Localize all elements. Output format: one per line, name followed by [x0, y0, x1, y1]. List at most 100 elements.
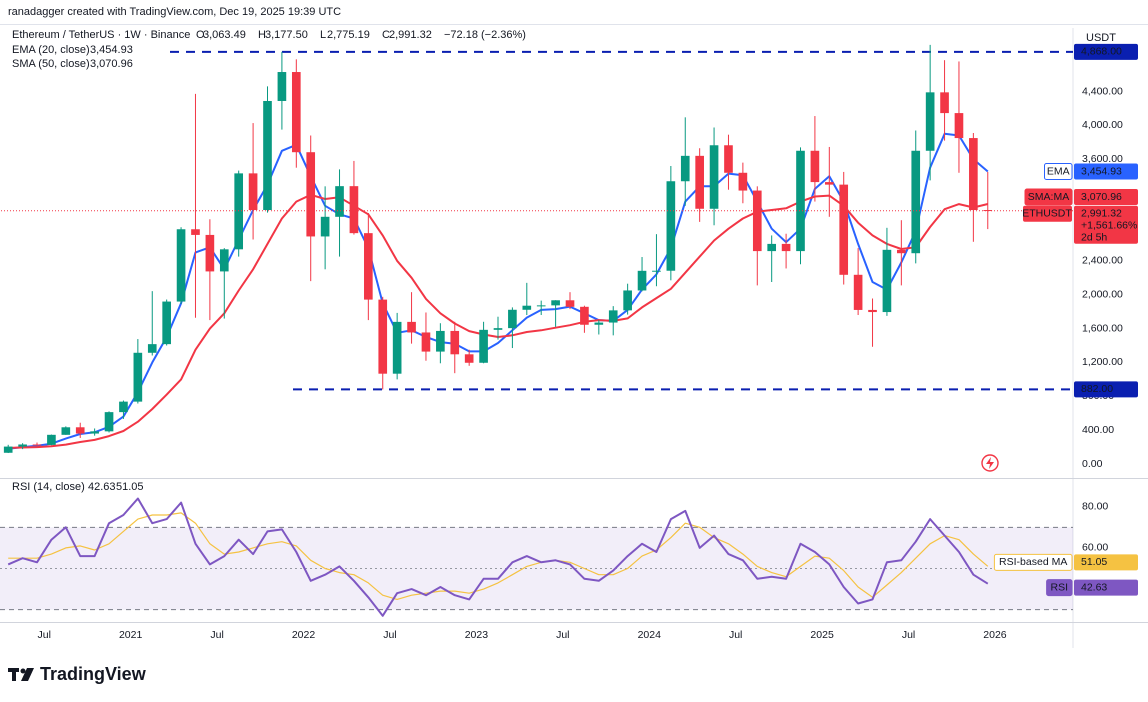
x-tick-label: Jul	[902, 629, 915, 641]
candle-body	[724, 145, 733, 173]
candle-body	[882, 249, 892, 313]
candle-body	[205, 234, 215, 272]
y-tick-label: 400.00	[1082, 424, 1114, 436]
candle-body	[320, 216, 330, 237]
candle-body	[752, 190, 762, 252]
candle-body	[666, 181, 676, 271]
rsi-tag-value-box	[1074, 554, 1138, 571]
alert-icon	[981, 454, 999, 472]
candle-body	[277, 72, 287, 101]
x-tick-label: 2026	[983, 629, 1007, 641]
rsi-legend-value: 51.05	[116, 481, 144, 493]
rsi-tag-value-box	[1074, 579, 1138, 596]
candle-body	[392, 321, 402, 374]
price-tag-price_label: 2,991.32	[1081, 208, 1122, 220]
ohlc-value: 3,177.50	[265, 29, 308, 41]
x-tick-label: 2023	[465, 629, 489, 641]
candle-body	[3, 446, 13, 453]
candle-body	[436, 330, 445, 352]
tag-name: EMA	[1047, 165, 1070, 177]
rsi-line	[7, 497, 989, 617]
candle-body	[349, 186, 359, 234]
x-tick-label: Jul	[210, 629, 223, 641]
rsi-title: RSI (14, close)	[12, 481, 85, 493]
candle-body	[407, 321, 416, 333]
candle-body	[508, 309, 517, 329]
candle-body	[680, 155, 690, 182]
currency: USDT	[1086, 32, 1116, 44]
x-tick-label: 2025	[810, 629, 834, 641]
ohlc-key: L	[320, 29, 326, 41]
candle-body	[104, 412, 114, 432]
tag-value-box	[1074, 163, 1138, 180]
candle-body	[90, 431, 99, 434]
candle-body	[767, 243, 777, 252]
candle-body	[623, 290, 632, 311]
indicator-legend-value: 3,070.96	[90, 58, 133, 70]
candle-body	[263, 100, 272, 211]
candle-body	[565, 300, 575, 307]
brand-name: TradingView	[40, 664, 147, 684]
ohlc-key: H	[258, 29, 266, 41]
rsi-legend-value: 42.63	[88, 481, 116, 493]
candle-body	[695, 155, 704, 209]
candle-body	[335, 186, 344, 217]
symbol-tag: ETHUSDT	[1022, 208, 1072, 220]
price-tag-change: +1,561.66%	[1081, 220, 1137, 232]
ohlc-value: 2,775.19	[327, 29, 370, 41]
candle-body	[911, 150, 921, 254]
y-tick-label: 0.00	[1082, 458, 1103, 470]
y-tick-label: 1,600.00	[1082, 322, 1123, 334]
candle-body	[47, 434, 56, 445]
rsi-y-tick-label: 80.00	[1082, 501, 1108, 513]
tag-name-box	[1024, 188, 1073, 206]
candle-body	[637, 270, 647, 291]
candle-body	[824, 182, 834, 185]
indicator-legend-value: 3,454.93	[90, 44, 133, 56]
rsi-tag-name: RSI-based MA	[999, 556, 1067, 568]
creator-note: ranadagger created with TradingView.com,…	[8, 6, 341, 18]
level-tag-label: 882.00	[1081, 383, 1113, 395]
x-tick-label: 2024	[638, 629, 662, 641]
x-tick-label: Jul	[37, 629, 50, 641]
brand: TradingView	[8, 664, 147, 684]
level-tag-label: 4,868.00	[1081, 46, 1122, 58]
candle-body	[421, 332, 431, 352]
candle-body	[925, 92, 935, 151]
symbol-tag-box	[1023, 205, 1072, 222]
logo-stem	[12, 668, 16, 681]
rsi-tag-value: 42.63	[1081, 581, 1107, 593]
candle-body	[969, 138, 978, 211]
candle-body	[364, 233, 373, 300]
ohlc-key: C	[382, 29, 390, 41]
candle-body	[810, 150, 820, 183]
candle-body	[897, 249, 906, 254]
candle-body	[147, 344, 157, 353]
candle-body	[608, 310, 618, 323]
candle-body	[191, 229, 200, 235]
candle-body	[940, 92, 949, 114]
tag-name-box	[1044, 163, 1073, 181]
candle-body	[248, 173, 258, 211]
rsi-tag-name-box	[1046, 579, 1073, 597]
tag-value: 3,454.93	[1081, 165, 1122, 177]
candle-body	[464, 354, 474, 363]
candle-body	[536, 305, 546, 307]
candle-body	[176, 229, 186, 302]
x-tick-label: 2021	[119, 629, 143, 641]
rsi-tag-value: 51.05	[1081, 556, 1107, 568]
candle-body	[119, 401, 128, 413]
candle-body	[450, 330, 460, 355]
candle-body	[162, 301, 171, 345]
candle-body	[796, 150, 805, 252]
indicator-legend: EMA (20, close)	[12, 44, 90, 56]
indicator-legend: SMA (50, close)	[12, 58, 90, 70]
y-tick-label: 4,400.00	[1082, 85, 1123, 97]
candle-body	[219, 249, 229, 272]
candle-body	[75, 427, 85, 434]
candle-body	[18, 444, 27, 447]
y-tick-label: 4,000.00	[1082, 119, 1123, 131]
candle-body	[32, 444, 42, 446]
